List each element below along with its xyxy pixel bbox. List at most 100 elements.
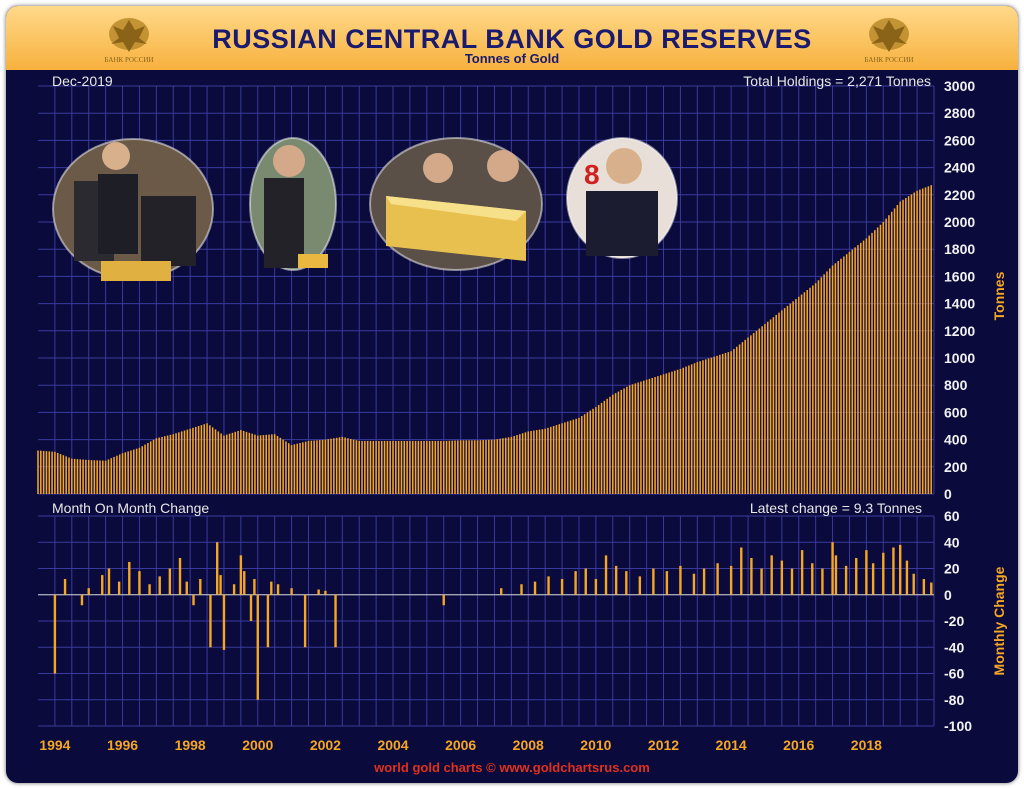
holdings-bar xyxy=(755,330,758,494)
change-bar xyxy=(547,576,550,595)
change-bar xyxy=(138,571,141,595)
bottom-y-ticks: -100 -80 -60 -40 -20 0 20 40 60 xyxy=(944,508,972,734)
y-tick-label: 0 xyxy=(944,587,952,603)
holdings-bar xyxy=(152,439,155,494)
holdings-bar xyxy=(434,440,437,494)
holdings-bar xyxy=(161,436,163,494)
holdings-bar xyxy=(389,440,391,494)
y-tick-label: -100 xyxy=(944,718,972,734)
holdings-bar xyxy=(724,353,727,494)
holdings-bar xyxy=(347,438,349,494)
y-tick-label: 2600 xyxy=(944,132,975,148)
change-bar xyxy=(831,542,834,595)
holdings-bar xyxy=(254,434,256,494)
holdings-bar xyxy=(378,440,380,494)
x-tick-label: 2004 xyxy=(377,737,408,753)
holdings-bar xyxy=(888,215,890,494)
holdings-bar xyxy=(699,361,701,494)
holdings-bar xyxy=(550,426,552,494)
holdings-bar xyxy=(400,440,403,494)
change-bar xyxy=(665,571,669,595)
holdings-bar xyxy=(479,440,482,494)
holdings-bar xyxy=(744,339,746,494)
change-bar xyxy=(199,579,202,595)
holdings-bar xyxy=(56,452,59,494)
holdings-bar xyxy=(237,430,239,494)
holdings-bar xyxy=(166,435,169,494)
holdings-bar xyxy=(71,458,73,494)
holdings-bar xyxy=(392,440,394,494)
holdings-bar xyxy=(600,402,603,494)
holdings-bar xyxy=(651,377,654,494)
holdings-bar xyxy=(575,418,577,494)
total-holdings-label: Total Holdings = 2,271 Tonnes xyxy=(743,73,931,89)
holdings-bar xyxy=(203,424,206,494)
photo-medvedev: 8 xyxy=(566,137,678,259)
holdings-bar xyxy=(87,460,90,494)
holdings-bar xyxy=(843,256,845,494)
credit-line: world gold charts © www.goldchartsrus.co… xyxy=(374,760,650,775)
holdings-bar xyxy=(423,440,425,494)
holdings-bar xyxy=(775,314,777,494)
change-bar xyxy=(614,565,618,595)
change-bar xyxy=(158,576,161,595)
holdings-bar xyxy=(764,324,766,494)
holdings-bar xyxy=(99,460,101,494)
change-bar xyxy=(679,565,682,595)
y-tick-label: 3000 xyxy=(944,78,975,94)
holdings-bar xyxy=(448,440,451,494)
holdings-bar xyxy=(318,440,321,494)
holdings-bar xyxy=(76,459,79,494)
holdings-bar xyxy=(90,460,93,494)
holdings-bar xyxy=(617,391,620,494)
y-tick-label: 2200 xyxy=(944,187,975,203)
holdings-bar xyxy=(68,457,70,494)
date-label: Dec-2019 xyxy=(52,73,113,89)
change-bar xyxy=(324,590,327,595)
holdings-bar xyxy=(316,440,318,494)
holdings-bar xyxy=(874,230,876,494)
holdings-bar xyxy=(327,439,329,494)
holdings-bar xyxy=(645,379,648,494)
holdings-bar xyxy=(862,240,865,494)
holdings-bar xyxy=(96,460,98,494)
holdings-bar xyxy=(530,430,532,494)
holdings-bar xyxy=(335,437,338,494)
holdings-bar xyxy=(504,437,507,494)
holdings-bar xyxy=(871,232,873,494)
change-bar xyxy=(533,581,537,595)
holdings-bar xyxy=(634,383,637,494)
holdings-bar xyxy=(879,224,882,494)
holdings-bar xyxy=(383,440,386,494)
change-bar xyxy=(770,555,773,595)
bottom-grid xyxy=(38,515,935,727)
change-bar xyxy=(219,575,222,595)
holdings-bar xyxy=(820,277,823,494)
holdings-bar xyxy=(192,427,194,494)
change-bar xyxy=(855,558,858,595)
change-bar xyxy=(276,584,280,595)
change-bar xyxy=(80,594,84,606)
change-bar xyxy=(520,584,523,595)
holdings-bar xyxy=(913,192,916,495)
holdings-bar xyxy=(772,317,775,494)
holdings-bar xyxy=(375,440,377,494)
change-bar xyxy=(239,555,243,595)
x-tick-label: 2000 xyxy=(242,737,273,753)
holdings-bar xyxy=(766,321,769,494)
holdings-bar xyxy=(155,438,158,494)
change-bar xyxy=(594,579,598,595)
y-tick-label: 20 xyxy=(944,561,960,577)
holdings-bar xyxy=(437,440,439,494)
change-bar xyxy=(107,568,111,595)
change-bar xyxy=(500,588,503,595)
holdings-bar xyxy=(116,455,118,494)
holdings-bar xyxy=(682,367,685,494)
holdings-bar xyxy=(795,299,797,494)
bank-emblem-left-icon: БАНК РОССИИ xyxy=(104,18,154,64)
holdings-bar xyxy=(741,342,744,494)
holdings-bar xyxy=(893,208,896,494)
holdings-bar xyxy=(344,437,346,494)
holdings-bar xyxy=(206,423,208,494)
bottom-y-axis-title: Monthly Change xyxy=(991,566,1007,675)
